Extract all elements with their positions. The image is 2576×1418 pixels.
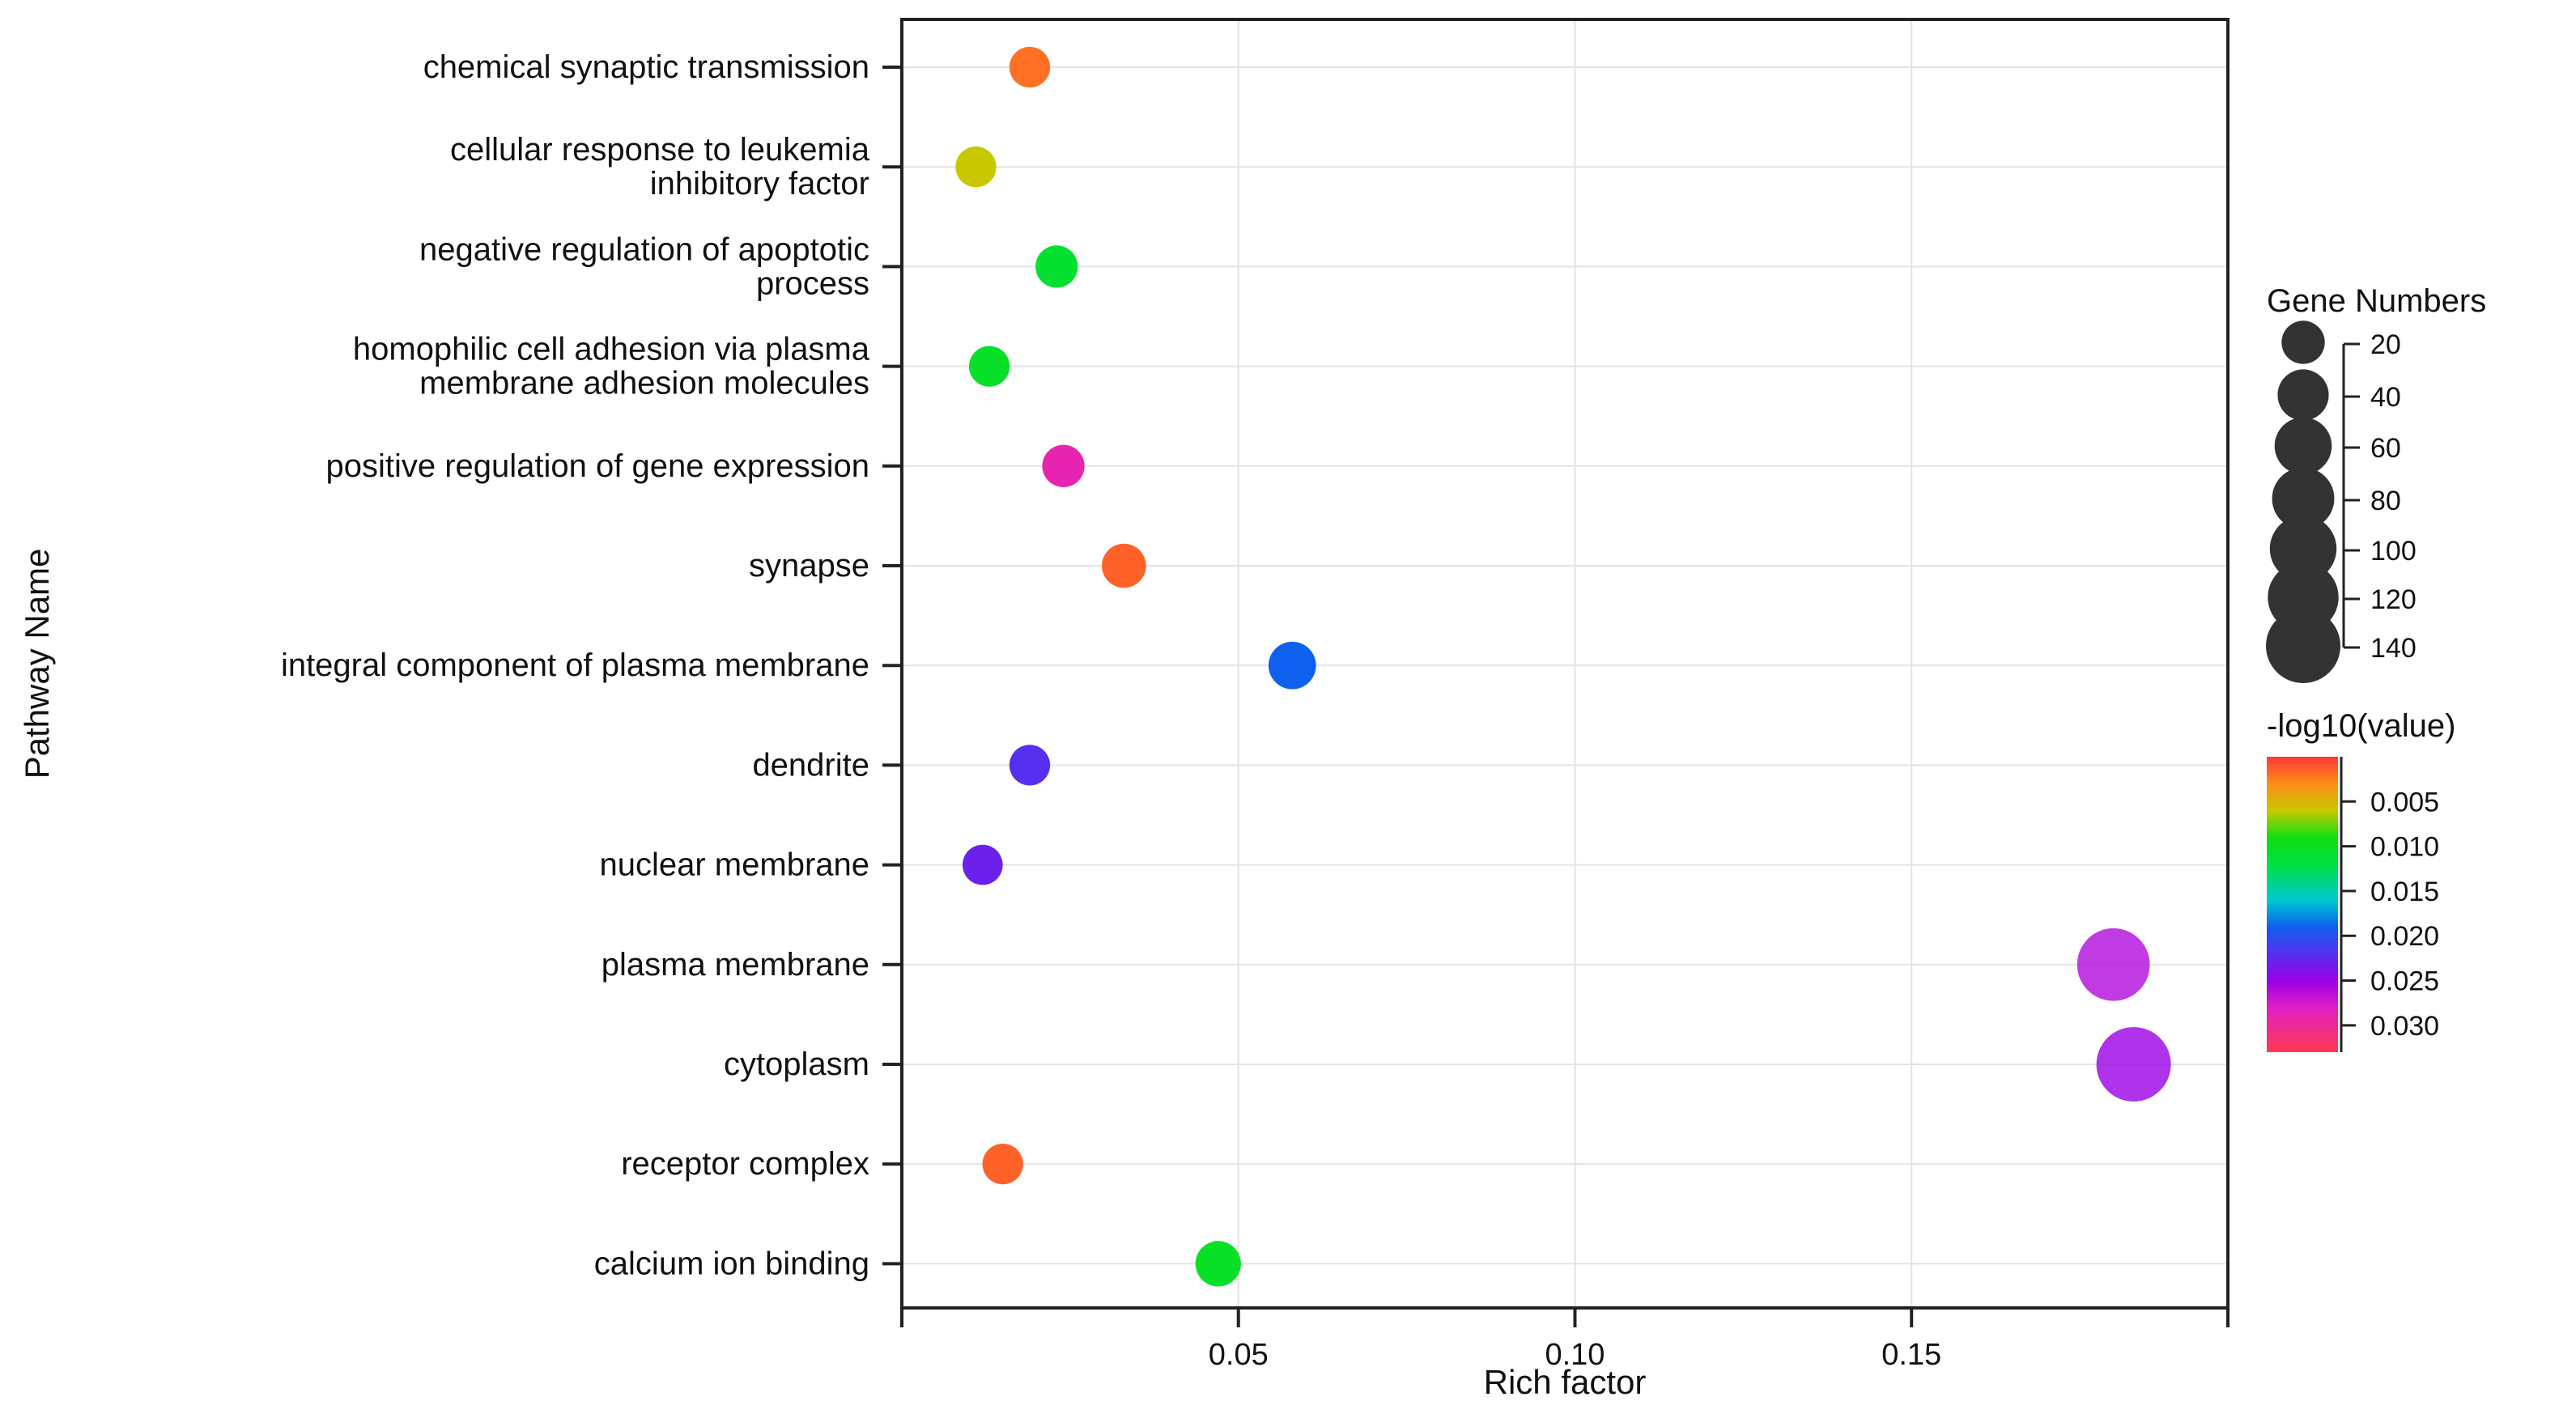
x-tick-label: 0.10	[1545, 1338, 1605, 1372]
color-legend-title: -log10(value)	[2267, 708, 2455, 744]
color-legend-label: 0.010	[2370, 832, 2439, 863]
category-label: nuclear membrane	[600, 847, 870, 883]
size-legend: Gene Numbers 20 40 60 80 100 120 140	[2266, 283, 2486, 683]
category-label: membrane adhesion molecules	[419, 366, 869, 401]
size-legend-label: 140	[2370, 633, 2417, 664]
y-axis: chemical synaptic transmission cellular r…	[281, 49, 902, 1281]
color-legend-label: 0.020	[2370, 921, 2439, 952]
category-label: integral component of plasma membrane	[281, 647, 869, 683]
size-legend-circle	[2269, 515, 2337, 583]
category-label: receptor complex	[621, 1146, 869, 1182]
category-label: inhibitory factor	[650, 166, 869, 202]
data-point	[1268, 641, 1316, 690]
data-point	[962, 844, 1003, 885]
data-point	[1102, 543, 1146, 588]
size-legend-label: 60	[2370, 433, 2401, 464]
category-label: positive regulation of gene expression	[325, 448, 869, 484]
category-label: dendrite	[752, 747, 869, 783]
color-legend: -log10(value) 0.005 0.010 0.015 0.020 0.025 0…	[2267, 708, 2455, 1052]
y-axis-title: Pathway Name	[18, 549, 56, 779]
data-point	[955, 146, 997, 188]
category-label: chemical synaptic transmission	[423, 49, 869, 85]
x-tick-label: 0.15	[1881, 1338, 1941, 1372]
color-legend-label: 0.005	[2370, 787, 2439, 817]
data-point	[2077, 928, 2150, 1001]
category-label: plasma membrane	[601, 947, 869, 983]
data-point	[982, 1144, 1023, 1185]
size-legend-circle	[2281, 321, 2325, 364]
category-label: homophilic cell adhesion via plasma	[353, 332, 870, 367]
size-legend-circle	[2277, 369, 2329, 421]
size-legend-circle	[2272, 467, 2335, 530]
size-legend-label: 40	[2370, 382, 2401, 413]
data-point	[1009, 745, 1051, 786]
color-legend-label: 0.025	[2370, 966, 2439, 997]
size-legend-circle	[2266, 609, 2340, 683]
x-tick-label: 0.05	[1209, 1338, 1269, 1372]
size-legend-label: 20	[2370, 329, 2401, 360]
size-legend-label: 100	[2370, 536, 2417, 567]
size-legend-title: Gene Numbers	[2267, 283, 2486, 319]
data-point	[2096, 1027, 2171, 1102]
category-label: synapse	[749, 548, 869, 584]
category-label: cytoplasm	[724, 1047, 869, 1082]
size-legend-label: 80	[2370, 486, 2401, 516]
color-legend-label: 0.030	[2370, 1011, 2439, 1042]
x-axis: 0.05 0.10 0.15	[900, 1308, 2230, 1372]
data-point	[1035, 245, 1078, 288]
data-point	[1195, 1241, 1241, 1287]
grid-layer	[902, 19, 2228, 1308]
points-layer	[955, 46, 2171, 1287]
color-legend-bar	[2267, 757, 2338, 1052]
data-point	[968, 346, 1010, 387]
color-legend-label: 0.015	[2370, 877, 2439, 907]
size-legend-label: 120	[2370, 584, 2417, 615]
category-label: process	[756, 265, 869, 301]
size-legend-circle	[2274, 417, 2332, 475]
data-point	[1009, 46, 1051, 88]
plot-frame	[900, 18, 2230, 1310]
category-label: calcium ion binding	[594, 1246, 869, 1281]
category-label: cellular response to leukemia	[450, 132, 870, 168]
data-point	[1042, 444, 1085, 487]
category-label: negative regulation of apoptotic	[419, 231, 869, 267]
x-axis-title: Rich factor	[1484, 1363, 1647, 1401]
